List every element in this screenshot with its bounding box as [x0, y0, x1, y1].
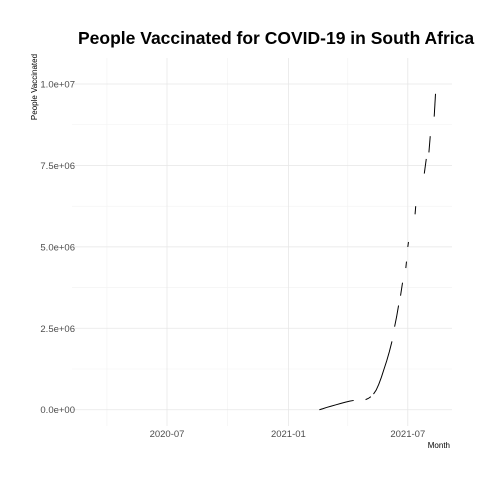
series-line-segment-1 — [365, 396, 372, 401]
y-tick-label: 0.0e+00 — [40, 405, 75, 416]
series-line-segment-2 — [373, 341, 393, 395]
series-line-segment-4 — [400, 282, 404, 296]
series-line-segment-9 — [428, 136, 431, 153]
y-tick-label: 7.5e+06 — [40, 161, 75, 172]
series-line-segment-3 — [394, 305, 400, 327]
y-tick-label: 2.5e+06 — [40, 324, 75, 335]
axis-ticks: 0.0e+00 2.5e+06 5.0e+06 7.5e+06 1.0e+07 2020-… — [40, 80, 425, 440]
y-axis-label: People Vaccinated — [30, 54, 39, 120]
series-line-segment-10 — [433, 93, 437, 117]
x-axis-label: Month — [428, 441, 450, 450]
series-people-vaccinated — [319, 93, 437, 411]
series-line-segment-6 — [407, 241, 409, 247]
x-tick-label: 2020-07 — [150, 429, 185, 440]
chart-title: People Vaccinated for COVID-19 in South … — [78, 28, 474, 48]
x-tick-label: 2021-07 — [390, 429, 425, 440]
series-line-segment-8 — [423, 158, 427, 174]
y-tick-label: 1.0e+07 — [40, 80, 75, 91]
series-line-segment-5 — [405, 261, 407, 269]
grid — [72, 58, 452, 426]
x-tick-label: 2021-01 — [271, 429, 306, 440]
series-line-segment-0 — [319, 399, 354, 411]
series-line-segment-7 — [414, 206, 417, 215]
y-tick-label: 5.0e+06 — [40, 242, 75, 253]
